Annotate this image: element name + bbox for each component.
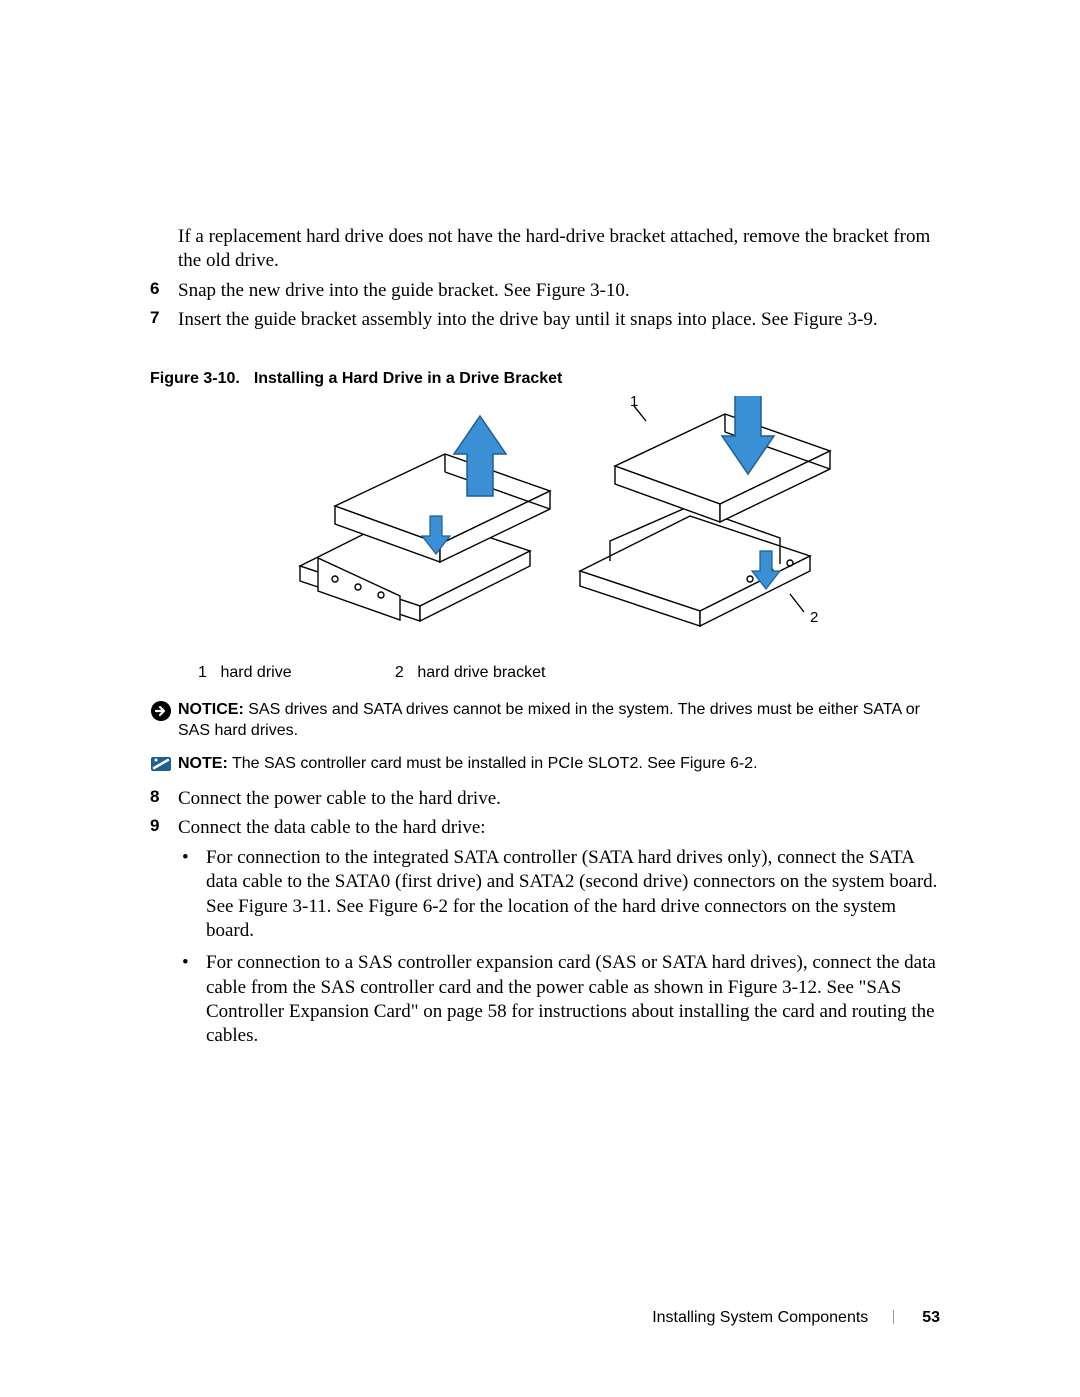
step-text: Insert the guide bracket assembly into t… — [178, 308, 878, 332]
page-footer: Installing System Components 53 — [652, 1309, 940, 1327]
footer-separator — [893, 1310, 894, 1324]
note-text: NOTE: The SAS controller card must be in… — [178, 754, 758, 775]
step-9: 9 Connect the data cable to the hard dri… — [150, 816, 940, 840]
intro-block: If a replacement hard drive does not hav… — [178, 225, 940, 273]
figure-callout-2: 2 — [810, 609, 818, 626]
note-icon — [150, 754, 178, 779]
note-body: The SAS controller card must be installe… — [228, 755, 758, 772]
notice-icon — [150, 700, 178, 727]
legend-text: hard drive bracket — [417, 664, 545, 682]
notice-callout: NOTICE: SAS drives and SATA drives canno… — [150, 700, 940, 742]
note-label: NOTE: — [178, 755, 228, 772]
list-item: For connection to the integrated SATA co… — [182, 846, 940, 943]
legend-num: 1 — [198, 664, 216, 682]
notice-body: SAS drives and SATA drives cannot be mix… — [178, 701, 920, 739]
document-page: If a replacement hard drive does not hav… — [0, 0, 1080, 1397]
notice-label: NOTICE: — [178, 701, 244, 718]
figure-legend: 1 hard drive 2 hard drive bracket — [198, 664, 940, 682]
step-8: 8 Connect the power cable to the hard dr… — [150, 787, 940, 811]
step-text: Connect the power cable to the hard driv… — [178, 787, 501, 811]
step-number: 7 — [150, 308, 178, 332]
list-item: For connection to a SAS controller expan… — [182, 951, 940, 1048]
figure-callout-1: 1 — [630, 396, 638, 410]
notice-text: NOTICE: SAS drives and SATA drives canno… — [178, 700, 940, 742]
figure-caption: Figure 3-10. Installing a Hard Drive in a… — [150, 370, 940, 388]
note-callout: NOTE: The SAS controller card must be in… — [150, 754, 940, 779]
step-text: Connect the data cable to the hard drive… — [178, 816, 486, 840]
figure-title: Installing a Hard Drive in a Drive Brack… — [254, 370, 563, 387]
legend-num: 2 — [395, 664, 413, 682]
step-number: 6 — [150, 279, 178, 303]
footer-page-number: 53 — [922, 1309, 940, 1326]
step-6: 6 Snap the new drive into the guide brac… — [150, 279, 940, 303]
figure-label: Figure 3-10. — [150, 370, 240, 387]
step-text: Snap the new drive into the guide bracke… — [178, 279, 630, 303]
footer-section: Installing System Components — [652, 1309, 868, 1326]
diagram-svg: 1 2 — [280, 396, 840, 646]
figure-diagram: 1 2 — [150, 396, 940, 646]
step-7: 7 Insert the guide bracket assembly into… — [150, 308, 940, 332]
step-number: 8 — [150, 787, 178, 811]
step-number: 9 — [150, 816, 178, 840]
intro-paragraph: If a replacement hard drive does not hav… — [178, 225, 940, 273]
step-9-bullets: For connection to the integrated SATA co… — [182, 846, 940, 1049]
legend-text: hard drive — [220, 664, 390, 682]
